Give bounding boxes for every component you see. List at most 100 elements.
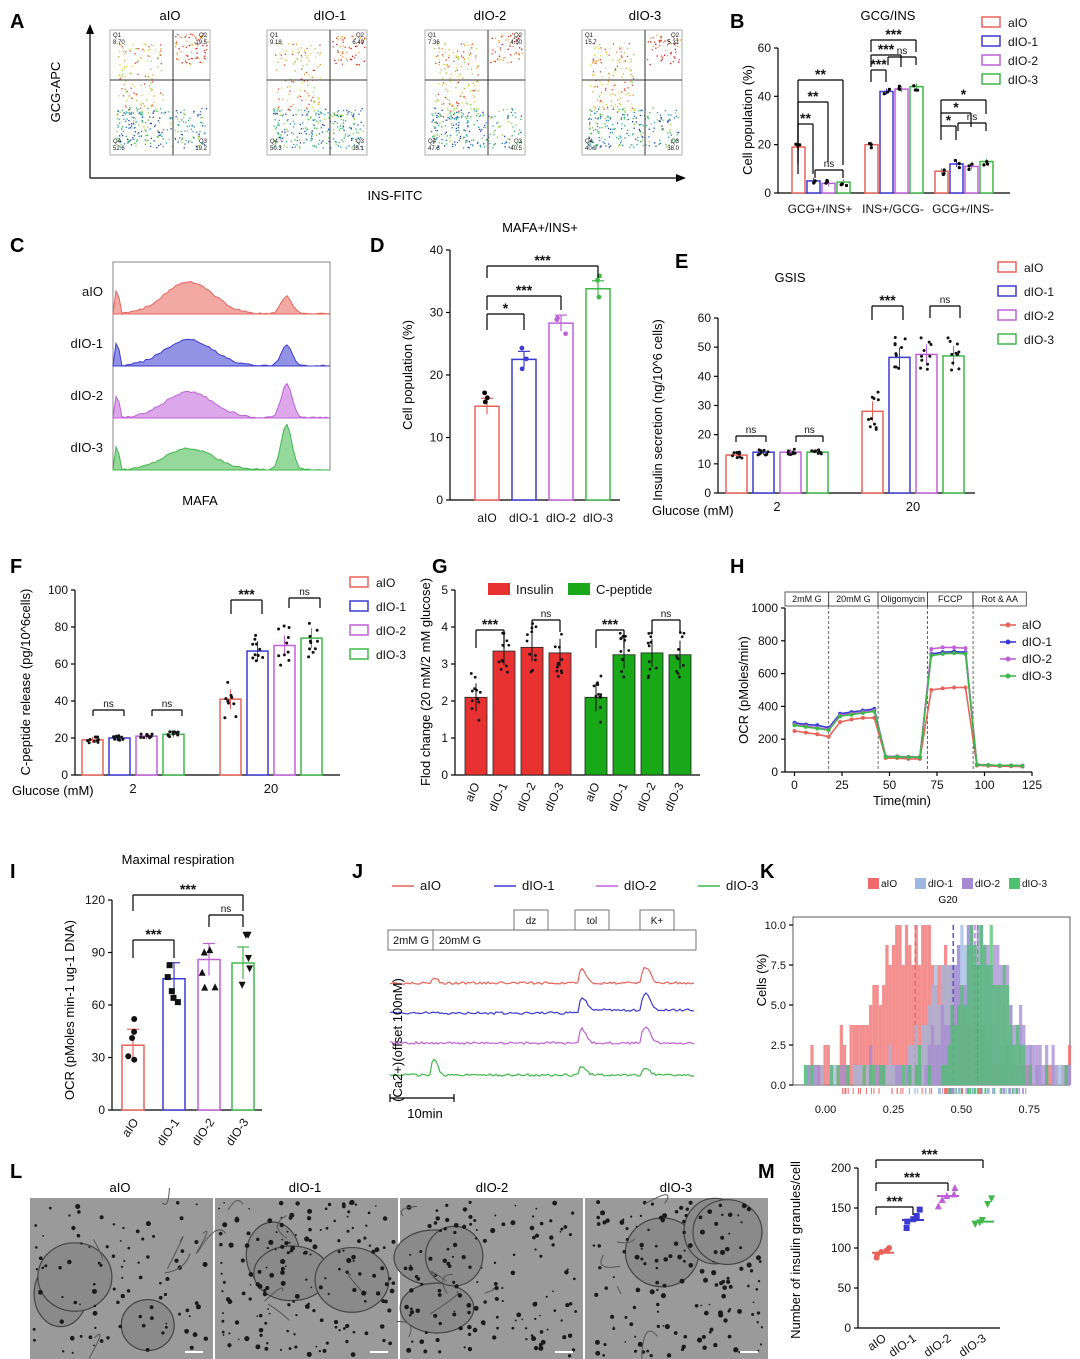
panel-f-pts-0-1-dot-2 [114,734,118,738]
panel-a-plot-0-event [159,108,162,110]
panel-a-plot-0-event [125,80,127,82]
panel-l-image-3-granule [639,1214,643,1218]
panel-a-plot-1-event [291,146,294,149]
panel-l-image-1-granule [279,1222,284,1228]
panel-letters: A B C D E F G H I J K L M [10,11,775,1183]
panel-a-plot-3-event [592,74,594,76]
panel-c-histogram-3 [112,423,330,471]
panel-a-plot-3-event [609,94,611,96]
panel-f-pts-1-3-dot-5 [311,650,315,654]
panel-a-plot-3-event [614,69,616,72]
panel-f-pts-1-2-dot-1 [282,624,286,628]
panel-l-image-1-granule [338,1329,341,1332]
panel-a-plot-0-event [128,140,130,142]
panel-a-plot-0-event [184,36,186,38]
panel-l-image-3-granule [637,1341,643,1347]
panel-g-pts-0-2-dot-8 [528,652,532,656]
panel-l-image-2-granule [467,1324,472,1330]
panel-l-image-3-granule [612,1327,616,1331]
panel-a-plot-3-event [656,112,659,114]
panel-a-plot-2-event [464,44,466,47]
panel-a-plot-1-event [294,70,296,72]
panel-a-plot-0-event [207,41,209,43]
panel-l-image-3-granule [594,1339,600,1345]
panel-a-plot-0-event [177,33,179,36]
panel-d-pts-3-dot-1 [596,294,602,300]
panel-k-bin-3 [803,1065,808,1085]
panel-a-plot-1-event [342,39,344,41]
panel-a-plot-2-event [438,47,440,49]
panel-l-image-3-granule [642,1200,647,1205]
panel-a-plot-0-event [192,136,194,138]
panel-a-plot-0-event [128,109,130,111]
panel-g-xlabel-0-0: aIO [462,780,483,803]
panel-l-image-0-granule [174,1258,179,1263]
panel-l-image-1-membrane [267,1303,290,1321]
panel-a-plot-1-event [300,60,302,62]
panel-a-plot-1-event [282,137,284,139]
panel-a-plot-1-event [313,87,315,89]
panel-a-plot-1-event [315,56,317,58]
panel-a-plot-1-event [336,114,338,116]
panel-k-bin-2 [839,1065,843,1085]
panel-a-plot-0-event [162,99,164,101]
panel-a-plot-0-event [151,78,153,80]
panel-a-plot-3-event [624,111,626,113]
panel-a-plot-3-event [612,75,614,77]
panel-l-image-0-granule [122,1226,125,1230]
panel-a-plot-1-event [358,42,360,44]
panel-l-image-1-granule [218,1231,223,1236]
panel-a-plot-3-event [596,111,598,113]
panel-a-plot-2-event [436,116,438,118]
panel-a-plot-3-event [597,118,599,120]
panel-a-plot-0-event [135,93,137,95]
panel-g-pts-1-2-dot-1 [646,641,650,645]
panel-a-plot-3-event [624,89,626,92]
panel-a-plot-1-event [333,132,335,134]
panel-l-image-0-granule [138,1275,143,1280]
panel-l-image-2-granule [482,1238,487,1243]
panel-a-plot-0-event [142,103,144,105]
panel-f-ytick-label-4: 80 [55,620,69,634]
panel-a-plot-2-event [466,140,468,142]
panel-a-plot-2-event [442,56,444,58]
panel-a-plot-3-event [589,117,591,119]
panel-a-plot-1-event [324,113,326,116]
panel-a-plot-3-event [667,39,669,41]
panel-a-plot-0-event [188,119,190,122]
panel-a-plot-2-event [507,138,509,140]
panel-a-plot-3-event [670,53,672,55]
panel-l-image-3-granule [740,1221,743,1224]
panel-h-point-3-19 [1009,763,1014,768]
panel-a-plot-1-event [301,99,303,101]
panel-a-plot-3-event [604,117,606,120]
panel-a-plot-1-event [308,103,310,105]
panel-l-image-1-granule [234,1320,240,1325]
panel-a-plot-3-event [666,55,669,57]
panel-e-pts-1-1-dot-5 [894,365,898,369]
panel-a-plot-0-q1-name: Q1 [113,33,122,39]
panel-a-plot-1-event [351,35,353,38]
panel-l-image-2-granule [566,1268,569,1271]
panel-a-plot-1-event [276,109,278,111]
panel-a-plot-3-event [598,131,601,133]
panel-l-image-0-granule [141,1323,146,1328]
panel-a-plot-0-event [185,139,187,142]
panel-a-plot-1-event [333,112,335,114]
panel-a-plot-2-event [456,82,458,84]
panel-l-image-2-granule [461,1255,466,1260]
panel-a-plot-0-event [175,36,177,38]
panel-l-image-1-granule [280,1270,285,1275]
panel-a-plot-0-event [184,113,186,116]
panel-a-plot-1-event [277,122,279,124]
panel-m-ytick-label-1: 50 [838,1281,852,1295]
panel-l-image-1-granule [388,1341,393,1346]
panel-a-plot-3-event [611,89,613,91]
panel-a-plot-2-event [479,114,481,117]
panel-a-plot-0-event [180,130,182,133]
panel-b-sig-0c-label: ** [815,66,826,82]
panel-c-histogram-1 [112,338,331,367]
panel-a-plot-2-event [434,127,436,129]
panel-label-h: H [730,556,744,578]
